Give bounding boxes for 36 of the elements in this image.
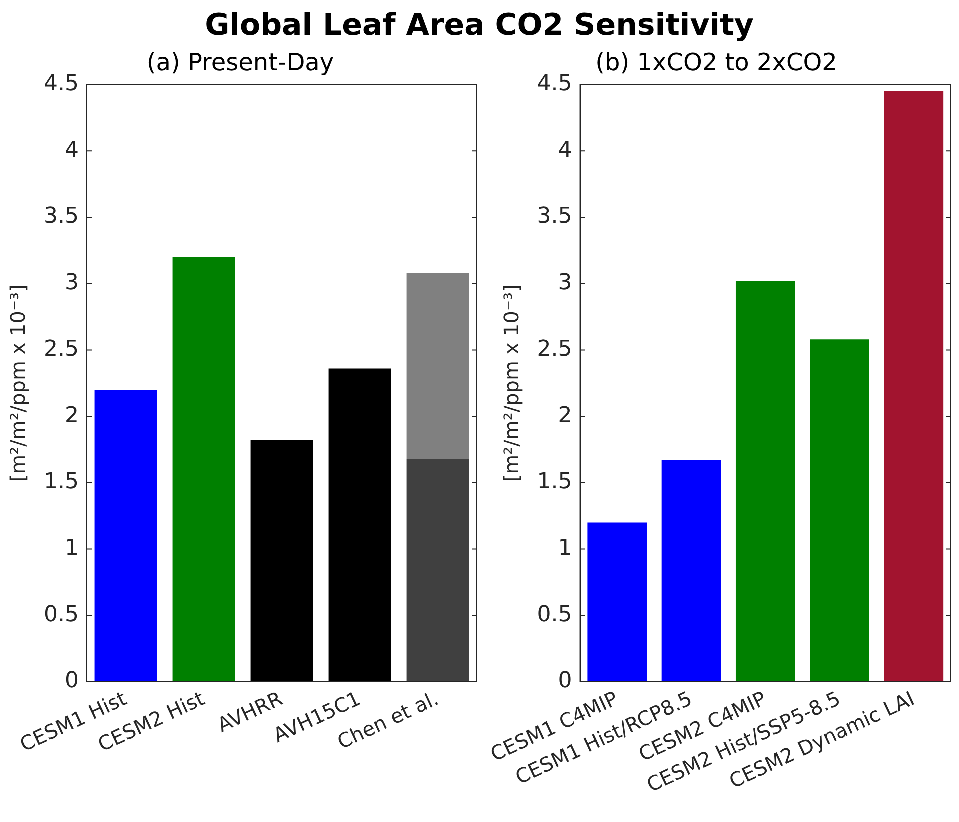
chart-title: Global Leaf Area CO2 Sensitivity (204, 8, 755, 43)
y-tick-label: 1 (64, 536, 79, 562)
y-tick-label: 1.5 (44, 470, 79, 495)
bar (94, 390, 158, 682)
y-axis-title: [m²/m²/ppm x 10⁻³] (499, 284, 524, 482)
y-axis-title: [m²/m²/ppm x 10⁻³] (6, 284, 30, 482)
bar (884, 91, 944, 682)
y-tick-label: 4.5 (44, 72, 79, 97)
y-tick-label: 0 (64, 668, 79, 694)
bar (328, 368, 392, 682)
bar (588, 522, 648, 682)
y-tick-label: 1.5 (537, 470, 572, 495)
y-tick-label: 3 (558, 270, 572, 296)
y-tick-label: 3 (64, 270, 79, 296)
bar (406, 459, 470, 682)
bar (736, 281, 796, 682)
y-tick-label: 4 (558, 138, 572, 163)
y-tick-label: 3.5 (537, 204, 572, 230)
y-tick-label: 1 (558, 536, 572, 562)
chart-subtitle: (a) Present-Day (146, 48, 334, 77)
y-tick-label: 0.5 (537, 602, 572, 628)
bar (406, 273, 470, 460)
y-tick-label: 2 (558, 403, 572, 428)
bar (250, 440, 314, 682)
y-tick-label: 4 (64, 138, 79, 163)
y-tick-label: 2.5 (44, 336, 79, 362)
y-tick-label: 2.5 (537, 336, 572, 362)
y-tick-label: 0 (558, 668, 572, 694)
y-tick-label: 2 (64, 403, 79, 428)
bar (810, 340, 870, 682)
bar (662, 460, 722, 682)
y-tick-label: 4.5 (537, 72, 572, 97)
bar (172, 257, 236, 682)
y-tick-label: 0.5 (44, 602, 79, 628)
chart-subtitle: (b) 1xCO2 to 2xCO2 (596, 48, 838, 77)
y-tick-label: 3.5 (44, 204, 79, 230)
